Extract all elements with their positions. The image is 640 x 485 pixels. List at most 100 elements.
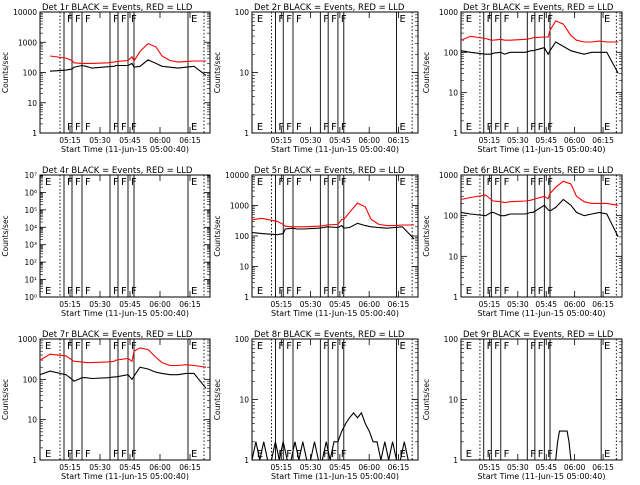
- flag-label-top: F: [75, 177, 81, 188]
- flag-label-bottom: F: [286, 122, 292, 133]
- flag-label-bottom: F: [487, 449, 493, 460]
- flag-label-bottom: E: [466, 122, 472, 133]
- flag-label-bottom: F: [504, 449, 510, 460]
- panel-title: Det 7r BLACK = Events, RED = LLD: [42, 330, 193, 340]
- panel-det-1: Det 1r BLACK = Events, RED = LLD 1 10 100 10…: [1, 3, 211, 154]
- x-tick-label: 05:30: [89, 136, 111, 145]
- flag-label-top: F: [278, 341, 284, 352]
- panel-det-9: Det 9r BLACK = Events, RED = LLD 1 10 100 Co…: [422, 330, 623, 481]
- flag-label-bottom: F: [113, 286, 119, 297]
- flag-label-bottom: F: [121, 449, 127, 460]
- panel-det-6: Det 6r BLACK = Events, RED = LLD 1 10 100 10…: [422, 166, 623, 318]
- flag-label-top: E: [45, 341, 51, 352]
- panel-title: Det 1r BLACK = Events, RED = LLD: [42, 3, 193, 13]
- flag-label-top: E: [257, 341, 263, 352]
- flag-label-bottom: F: [538, 449, 544, 460]
- flag-label-top: F: [331, 177, 337, 188]
- flag-label-top: F: [341, 14, 347, 25]
- flag-label-top: F: [538, 341, 544, 352]
- flag-label-bottom: F: [331, 449, 337, 460]
- flag-label-bottom: F: [131, 449, 137, 460]
- y-axis-label: Counts/sec: [213, 215, 222, 256]
- flag-label-top: E: [466, 341, 472, 352]
- x-tick-label: 06:00: [149, 300, 171, 309]
- x-tick-label: 05:45: [535, 463, 557, 472]
- flag-label-bottom: E: [45, 286, 51, 297]
- flag-label-bottom: E: [399, 122, 405, 133]
- series-line-lld: [49, 42, 206, 64]
- x-tick-label: 06:00: [358, 300, 380, 309]
- flag-label-bottom: F: [494, 286, 500, 297]
- y-axis-label: Counts/sec: [1, 52, 10, 93]
- x-tick-label: 06:15: [179, 136, 201, 145]
- panel-frame: [39, 11, 211, 134]
- y-tick-label: 10000: [13, 8, 37, 17]
- panel-frame: [460, 338, 623, 461]
- flag-label-bottom: F: [538, 122, 544, 133]
- series-line-events: [460, 198, 619, 238]
- y-tick-label: 1: [453, 129, 458, 138]
- x-tick-label: 05:15: [479, 300, 501, 309]
- panel-det-5: Det 5r BLACK = Events, RED = LLD 1 10 100 10…: [213, 166, 419, 318]
- flag-label-top: F: [131, 341, 137, 352]
- flag-label-bottom: F: [113, 449, 119, 460]
- flag-label-bottom: F: [113, 122, 119, 133]
- flag-label-top: F: [296, 177, 302, 188]
- y-tick-label: 1000: [439, 171, 458, 180]
- flag-label-top: F: [121, 14, 127, 25]
- flag-label-top: F: [547, 177, 553, 188]
- series-line-events: [39, 366, 207, 389]
- flag-label-bottom: F: [278, 286, 284, 297]
- flag-label-bottom: F: [487, 286, 493, 297]
- flag-label-bottom: F: [131, 122, 137, 133]
- y-tick-label: 1: [453, 293, 458, 302]
- flag-label-top: F: [504, 341, 510, 352]
- flag-label-top: F: [323, 177, 329, 188]
- x-tick-label: 06:00: [564, 463, 586, 472]
- flag-label-top: E: [45, 177, 51, 188]
- y-axis-label: Counts/sec: [1, 215, 10, 256]
- flag-label-top: E: [257, 177, 263, 188]
- x-tick-label: 05:30: [89, 463, 111, 472]
- x-tick-label: 06:00: [358, 463, 380, 472]
- flag-label-top: F: [67, 14, 73, 25]
- y-tick-label: 10²: [24, 258, 37, 267]
- flag-label-bottom: F: [547, 286, 553, 297]
- flag-label-bottom: F: [530, 286, 536, 297]
- flag-label-top: F: [131, 177, 137, 188]
- flag-label-bottom: F: [67, 449, 73, 460]
- flag-label-top: F: [530, 14, 536, 25]
- x-tick-label: 05:15: [270, 136, 292, 145]
- y-tick-label: 10⁷: [24, 171, 37, 180]
- x-tick-label: 05:15: [479, 136, 501, 145]
- x-axis-label: Start Time (11-Jun-15 05:00:40): [478, 145, 606, 154]
- flag-label-top: F: [331, 14, 337, 25]
- panel-title: Det 2r BLACK = Events, RED = LLD: [254, 3, 405, 13]
- y-tick-label: 100: [235, 335, 250, 344]
- flag-label-bottom: F: [278, 122, 284, 133]
- flag-label-bottom: F: [494, 449, 500, 460]
- x-tick-label: 05:45: [119, 136, 141, 145]
- panel-frame: [460, 174, 623, 298]
- panel-title: Det 4r BLACK = Events, RED = LLD: [42, 166, 193, 176]
- x-tick-label: 06:00: [564, 300, 586, 309]
- flag-label-top: F: [487, 341, 493, 352]
- series-line-events: [251, 411, 416, 461]
- flag-label-bottom: E: [191, 286, 197, 297]
- x-tick-label: 05:30: [507, 463, 529, 472]
- flag-label-bottom: F: [67, 122, 73, 133]
- y-tick-label: 10⁴: [24, 223, 37, 232]
- flag-label-top: F: [494, 14, 500, 25]
- panel-frame: [251, 174, 419, 298]
- y-tick-label: 10⁶: [24, 188, 37, 197]
- x-tick-label: 06:15: [592, 136, 614, 145]
- flag-label-top: F: [296, 14, 302, 25]
- y-tick-label: 100: [235, 8, 250, 17]
- flag-label-top: E: [191, 14, 197, 25]
- y-tick-label: 100: [23, 69, 38, 78]
- y-tick-label: 10: [448, 396, 458, 405]
- flag-label-top: F: [278, 14, 284, 25]
- flag-label-bottom: F: [530, 449, 536, 460]
- flag-label-top: E: [399, 14, 405, 25]
- flag-label-top: F: [538, 177, 544, 188]
